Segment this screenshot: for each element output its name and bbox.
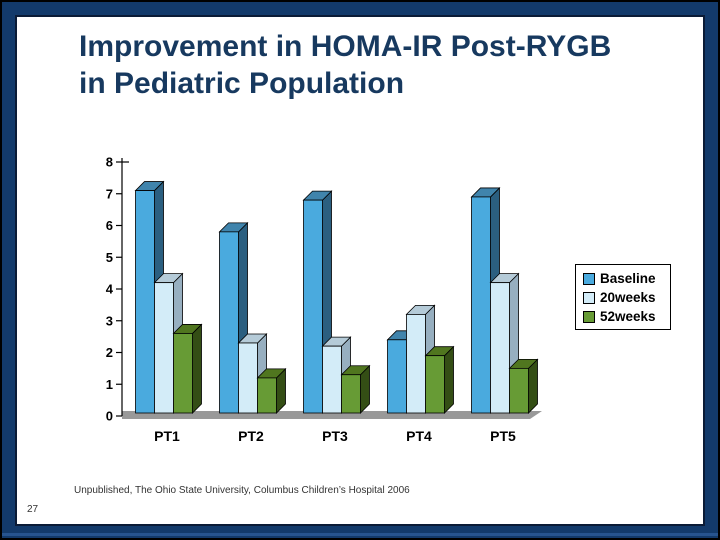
chart-legend: Baseline 20weeks 52weeks	[575, 264, 671, 330]
y-tick-label: 6	[106, 218, 113, 233]
x-category-label-PT1: PT1	[154, 428, 180, 444]
bar-PT3-Baseline	[303, 199, 323, 414]
y-tick-label: 1	[106, 377, 113, 392]
title-line-1: Improvement in HOMA-IR Post-RYGB	[79, 30, 612, 63]
page-number: 27	[27, 504, 39, 515]
legend-swatch	[583, 291, 595, 304]
legend-item-52weeks: 52weeks	[583, 310, 662, 323]
y-tick-label: 7	[106, 186, 113, 201]
bar-PT2-20weeks	[238, 342, 258, 414]
y-tick-label: 4	[106, 282, 114, 297]
bar-side-PT4-52weeks	[444, 345, 454, 414]
y-tick-label: 3	[106, 313, 113, 328]
bar-PT1-Baseline	[135, 190, 155, 414]
x-category-label-PT5: PT5	[490, 428, 516, 444]
bar-PT4-20weeks	[406, 313, 426, 414]
slide-canvas: Improvement in HOMA-IR Post-RYGB in Pedi…	[15, 15, 705, 526]
bar-side-PT1-52weeks	[192, 323, 202, 414]
legend-swatch	[583, 272, 595, 285]
bar-PT4-52weeks	[425, 355, 445, 414]
x-category-label-PT4: PT4	[406, 428, 432, 444]
y-tick-label: 5	[106, 250, 113, 265]
bar-PT5-52weeks	[509, 367, 529, 414]
bottom-accent-line	[2, 533, 718, 536]
bar-PT5-20weeks	[490, 282, 510, 414]
legend-item-baseline: Baseline	[583, 272, 662, 285]
y-tick-label: 8	[106, 155, 113, 170]
bar-PT1-52weeks	[173, 333, 193, 414]
legend-swatch	[583, 310, 595, 323]
bar-PT1-20weeks	[154, 282, 174, 414]
y-tick-label: 2	[106, 345, 113, 360]
bar-PT3-20weeks	[322, 345, 342, 414]
bar-PT3-52weeks	[341, 374, 361, 414]
bar-PT2-52weeks	[257, 377, 277, 414]
slide-title: Improvement in HOMA-IR Post-RYGB in Pedi…	[79, 28, 611, 102]
bar-PT5-Baseline	[471, 196, 491, 414]
legend-label: 52weeks	[600, 309, 656, 324]
legend-label: 20weeks	[600, 290, 656, 305]
x-category-label-PT3: PT3	[322, 428, 348, 444]
x-category-label-PT2: PT2	[238, 428, 264, 444]
title-line-2: in Pediatric Population	[79, 67, 405, 100]
legend-label: Baseline	[600, 271, 656, 286]
legend-item-20weeks: 20weeks	[583, 291, 662, 304]
y-tick-label: 0	[106, 409, 113, 424]
bar-PT4-Baseline	[387, 339, 407, 414]
source-caption: Unpublished, The Ohio State University, …	[74, 485, 410, 496]
bar-PT2-Baseline	[219, 231, 239, 414]
bar-chart-svg: 0 1 2 3 4 5 6 7 8 PT1 PT2 PT3 PT4 PT5	[106, 155, 542, 444]
